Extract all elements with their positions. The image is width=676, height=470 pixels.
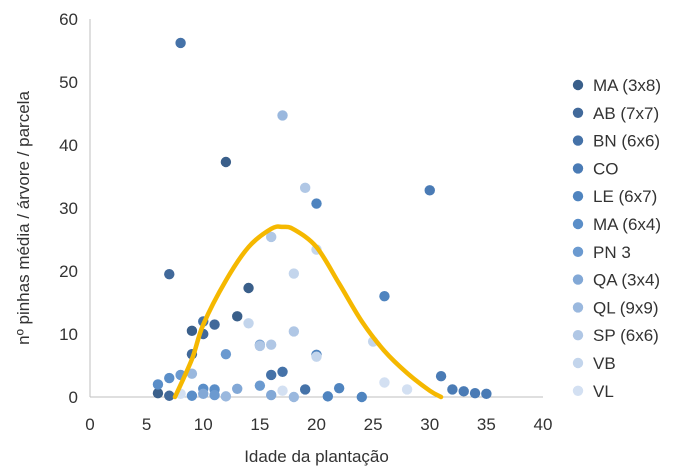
y-tick-label: 50 xyxy=(59,73,78,92)
legend: MA (3x8) AB (7x7) BN (6x6) CO LE (6x7) MA (6x… xyxy=(572,76,661,401)
legend-label: SP (6x6) xyxy=(593,326,659,345)
data-point xyxy=(299,182,311,194)
y-tick-label: 0 xyxy=(69,388,78,407)
data-point xyxy=(175,37,186,49)
data-point xyxy=(277,366,288,377)
data-point xyxy=(186,390,198,401)
data-point xyxy=(322,391,334,402)
legend-marker xyxy=(572,218,584,230)
y-tick-label: 30 xyxy=(59,199,78,218)
data-point xyxy=(447,384,458,395)
data-point xyxy=(232,311,243,322)
plot-area: 0 10 20 30 40 50 60 0 5 10 15 20 25 30 35 40 xyxy=(59,10,552,434)
data-point xyxy=(164,268,175,280)
data-point xyxy=(424,185,435,196)
x-tick-label: 30 xyxy=(420,415,439,434)
data-point xyxy=(435,371,447,382)
legend-marker xyxy=(572,163,584,174)
legend-marker xyxy=(572,79,584,91)
legend-label: CO xyxy=(593,159,619,178)
data-point xyxy=(481,388,492,400)
data-points xyxy=(152,37,492,403)
data-point xyxy=(266,339,277,350)
legend-marker xyxy=(572,302,584,313)
legend-label: QL (9x9) xyxy=(593,298,659,317)
data-point xyxy=(164,390,175,401)
data-point xyxy=(220,391,232,402)
data-point xyxy=(243,318,254,329)
data-point xyxy=(152,388,164,399)
x-tick-label: 10 xyxy=(194,415,213,434)
data-point xyxy=(401,384,413,395)
data-point xyxy=(186,325,198,337)
legend-label: LE (6x7) xyxy=(593,187,657,206)
x-tick-label: 5 xyxy=(142,415,151,434)
data-point xyxy=(266,231,277,243)
data-point xyxy=(379,291,390,302)
data-point xyxy=(379,377,390,388)
data-point xyxy=(333,382,345,394)
data-point xyxy=(243,282,254,294)
legend-marker xyxy=(572,135,584,146)
data-point xyxy=(220,156,232,168)
data-point xyxy=(198,388,209,400)
x-tick-label: 40 xyxy=(534,415,553,434)
data-point xyxy=(232,383,243,395)
data-point xyxy=(311,198,322,209)
x-tick-labels: 0 5 10 15 20 25 30 35 40 xyxy=(85,415,552,434)
legend-marker xyxy=(572,274,584,285)
x-axis-title: Idade da plantação xyxy=(244,447,389,466)
legend-marker xyxy=(572,107,584,119)
data-point xyxy=(277,110,288,121)
legend-label: MA (3x8) xyxy=(593,76,661,95)
trend-curve xyxy=(172,224,444,400)
data-point xyxy=(209,389,220,401)
legend-label: BN (6x6) xyxy=(593,132,660,151)
data-point xyxy=(299,384,311,395)
y-tick-label: 40 xyxy=(59,136,78,155)
data-point xyxy=(311,351,322,362)
y-tick-label: 60 xyxy=(59,10,78,29)
legend-marker xyxy=(572,191,584,202)
data-point xyxy=(469,388,481,399)
legend-marker xyxy=(572,357,584,369)
data-point xyxy=(254,380,266,391)
legend-label: VB xyxy=(593,354,616,373)
legend-label: PN 3 xyxy=(593,243,631,262)
legend-marker xyxy=(572,246,584,257)
x-tick-label: 0 xyxy=(85,415,94,434)
data-point xyxy=(356,391,367,403)
legend-marker xyxy=(572,330,584,341)
y-tick-labels: 0 10 20 30 40 50 60 xyxy=(59,10,78,407)
data-point xyxy=(220,348,232,360)
legend-label: VL xyxy=(593,382,614,401)
legend-marker xyxy=(572,385,584,396)
data-point xyxy=(288,326,300,337)
x-tick-label: 35 xyxy=(477,415,496,434)
y-tick-label: 20 xyxy=(59,262,78,281)
legend-label: AB (7x7) xyxy=(593,104,659,123)
x-tick-label: 25 xyxy=(364,415,383,434)
data-point xyxy=(152,379,164,390)
data-point xyxy=(277,385,288,396)
legend-label: QA (3x4) xyxy=(593,271,660,290)
legend-label: MA (6x4) xyxy=(593,215,661,234)
x-tick-label: 15 xyxy=(250,415,269,434)
y-axis-title: nº pinhas média / árvore / parcela xyxy=(14,91,33,345)
data-point xyxy=(209,319,220,330)
data-point xyxy=(266,389,277,401)
data-point xyxy=(288,268,300,279)
data-point xyxy=(266,369,277,381)
x-tick-label: 20 xyxy=(307,415,326,434)
y-tick-label: 10 xyxy=(59,325,78,344)
data-point xyxy=(254,340,266,352)
data-point xyxy=(164,372,175,384)
data-point xyxy=(288,391,300,403)
data-point xyxy=(458,386,469,397)
